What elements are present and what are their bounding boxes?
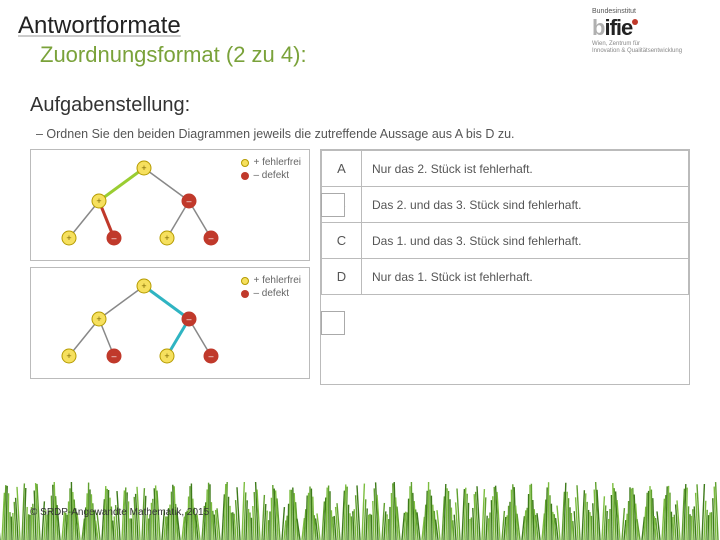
svg-text:–: –	[186, 196, 191, 206]
options-column: ANur das 2. Stück ist fehlerhaft. BDas 2…	[320, 149, 690, 385]
legend-1: + fehlerfrei – defekt	[241, 156, 301, 182]
tree-diagram-2: + + – + – + –	[39, 274, 249, 374]
svg-text:–: –	[111, 233, 116, 243]
option-row: ANur das 2. Stück ist fehlerhaft.	[322, 151, 689, 187]
content-area: – Ordnen Sie den beiden Diagrammen jewei…	[30, 123, 690, 385]
option-text: Das 1. und das 3. Stück sind fehlerhaft.	[362, 223, 689, 259]
svg-text:+: +	[164, 351, 169, 361]
svg-text:–: –	[186, 314, 191, 324]
diagrams-column: + fehlerfrei – defekt + + – + – + – + fehlerfr…	[30, 149, 310, 385]
svg-text:+: +	[141, 281, 146, 291]
logo-topline: Bundesinstitut	[592, 8, 702, 15]
svg-text:+: +	[141, 163, 146, 173]
svg-text:+: +	[164, 233, 169, 243]
legend-minus-icon	[241, 290, 249, 298]
legend-plus-icon	[241, 159, 249, 167]
tree-diagram-1: + + – + – + –	[39, 156, 249, 256]
diagram-1: + fehlerfrei – defekt + + – + – + –	[30, 149, 310, 261]
svg-text:–: –	[208, 233, 213, 243]
option-text: Das 2. und das 3. Stück sind fehlerhaft.	[362, 187, 689, 223]
logo-name: bifie	[592, 15, 702, 41]
option-text: Nur das 1. Stück ist fehlerhaft.	[362, 259, 689, 295]
legend-2: + fehlerfrei – defekt	[241, 274, 301, 300]
option-text: Nur das 2. Stück ist fehlerhaft.	[362, 151, 689, 187]
svg-text:+: +	[66, 233, 71, 243]
option-letter: C	[322, 223, 362, 259]
diagram-2: + fehlerfrei – defekt + + – + – + –	[30, 267, 310, 379]
option-letter: A	[322, 151, 362, 187]
task-label: Aufgabenstellung:	[30, 94, 720, 117]
logo-sub2: Innovation & Qualitätsentwicklung	[592, 48, 702, 55]
answer-slot-1[interactable]	[321, 193, 345, 217]
logo-dot-icon	[632, 19, 638, 25]
svg-text:+: +	[96, 196, 101, 206]
option-row: DNur das 1. Stück ist fehlerhaft.	[322, 259, 689, 295]
svg-text:–: –	[111, 351, 116, 361]
svg-text:+: +	[66, 351, 71, 361]
legend-plus-icon	[241, 277, 249, 285]
legend-minus-icon	[241, 172, 249, 180]
option-row: BDas 2. und das 3. Stück sind fehlerhaft…	[322, 187, 689, 223]
svg-text:–: –	[208, 351, 213, 361]
answer-slot-2[interactable]	[321, 311, 345, 335]
option-letter: D	[322, 259, 362, 295]
options-table: ANur das 2. Stück ist fehlerhaft. BDas 2…	[321, 150, 689, 295]
instruction-text: – Ordnen Sie den beiden Diagrammen jewei…	[30, 123, 690, 149]
svg-text:+: +	[96, 314, 101, 324]
logo: Bundesinstitut bifie Wien, Zentrum für I…	[592, 8, 702, 54]
logo-sub1: Wien, Zentrum für	[592, 41, 702, 48]
option-row: CDas 1. und das 3. Stück sind fehlerhaft…	[322, 223, 689, 259]
copyright-footer: © SRDP-Angewandte Mathematik, 2015	[30, 507, 209, 518]
